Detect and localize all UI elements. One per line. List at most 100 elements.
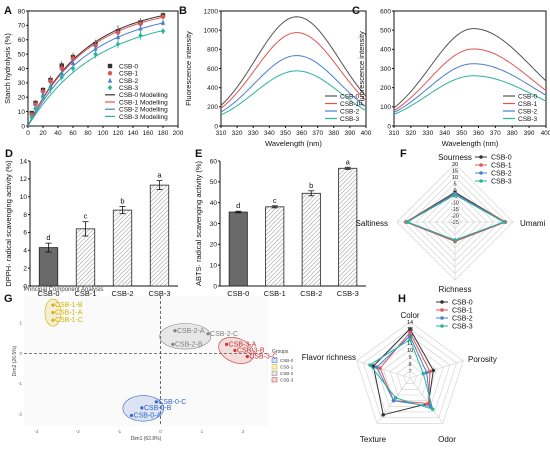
y-tick-label: -1 xyxy=(18,381,22,386)
grid-ring xyxy=(383,349,437,401)
pca-point xyxy=(245,354,249,359)
legend-label: CSB-1 xyxy=(280,365,294,370)
confidence-ellipse xyxy=(159,323,212,350)
series-polygon xyxy=(372,328,434,416)
legend-swatch xyxy=(271,357,278,363)
legend-label: CSB-2 xyxy=(119,78,139,85)
panel-b: 310 320 330 340 350 360 370 380 390 400 0 200 400 600… xyxy=(184,8,372,148)
bar xyxy=(112,209,133,287)
y-tick-label: 40 xyxy=(18,66,26,73)
panel-g: Principal Component Analysis -3 -2 -1 0 1 2 -2 -… xyxy=(12,287,294,442)
y-tick-label: 800 xyxy=(207,47,218,54)
y-tick-label: 6 xyxy=(23,230,27,237)
x-tick-label: 390 xyxy=(524,130,535,137)
spoke xyxy=(356,360,411,379)
legend-label: CSB-2 xyxy=(280,371,294,376)
legend-label: CSB-0 Modelling xyxy=(119,92,168,99)
y-tick-label: 50 xyxy=(18,51,26,58)
legend-swatch xyxy=(271,370,278,376)
panel-label-d: D xyxy=(5,148,13,160)
x-tick-label: 60 xyxy=(69,130,77,137)
significance-letter: a xyxy=(157,171,162,180)
x-tick-label: -2 xyxy=(76,429,80,434)
pca-point xyxy=(51,311,55,315)
pca-point xyxy=(173,329,177,333)
axis-label: Richness xyxy=(439,285,472,294)
legend-marker xyxy=(440,300,444,304)
axis-label: Sourness xyxy=(438,153,472,162)
point-label: CSB-2-B xyxy=(175,341,203,348)
x-axis-label: Wavelength (nm) xyxy=(442,139,499,148)
legend-label: CSB-1 Modelling xyxy=(119,99,168,106)
legend-title: Groups xyxy=(272,349,289,355)
bar xyxy=(338,167,358,287)
grid-ring xyxy=(396,363,424,390)
y-tick-label: 0 xyxy=(21,123,25,130)
spectrum-line xyxy=(220,55,367,113)
series-point xyxy=(453,238,457,242)
y-tick-label: 20 xyxy=(210,242,218,249)
pca-point xyxy=(51,318,55,322)
x-tick-label: 360 xyxy=(296,130,307,137)
x-tick-label: 400 xyxy=(541,130,550,137)
axis-label: Odor xyxy=(438,435,456,444)
y-tick-label: 8 xyxy=(23,212,27,219)
y-tick-label: 40 xyxy=(210,200,218,207)
legend-label: CSB-3 xyxy=(452,323,473,330)
x-tick-label: CSB-3 xyxy=(148,289,170,298)
chart-title: Principal Component Analysis xyxy=(24,287,103,293)
series-point xyxy=(426,401,431,406)
data-point xyxy=(40,91,46,97)
bar xyxy=(228,211,248,287)
y-tick-label: 70 xyxy=(18,23,26,30)
pca-point xyxy=(154,400,158,404)
y-tick-label: 200 xyxy=(380,85,391,92)
data-point xyxy=(59,74,64,80)
y-tick-label: 30 xyxy=(18,80,26,87)
x-tick-label: 40 xyxy=(54,130,62,137)
axis-label: Flavor richness xyxy=(302,353,356,362)
axis-label: Saltiness xyxy=(356,219,388,228)
panel-e: 0 10 20 30 40 50 60 ABTS· radical scavenging ac… xyxy=(194,157,366,298)
y-tick-label: 1000 xyxy=(204,27,219,34)
x-tick-label: 2 xyxy=(242,429,245,434)
spectrum-line xyxy=(393,28,547,109)
legend-label: CSB-1 xyxy=(491,162,512,169)
legend-marker xyxy=(479,163,483,167)
legend-marker xyxy=(107,77,113,83)
y-axis-label: DPPH· radical scavenging activity (%) xyxy=(4,160,13,287)
axis-label: Umami xyxy=(520,219,546,228)
panel-label-h: H xyxy=(398,293,406,305)
legend-label: CSB-3 xyxy=(340,116,360,123)
spectrum-line xyxy=(393,75,547,115)
y-axis-label: Dim2 (26.5%) xyxy=(12,345,18,376)
x-tick-label: 350 xyxy=(280,130,291,137)
grid-ring xyxy=(363,328,457,418)
series-point xyxy=(502,220,506,224)
x-tick-label: 180 xyxy=(158,130,169,137)
series-point xyxy=(381,413,386,417)
point-label: CSB-0-A xyxy=(134,412,162,419)
y-tick-label: 0 xyxy=(19,351,22,356)
data-point xyxy=(115,34,121,40)
x-tick-label: 1 xyxy=(201,429,204,434)
spectrum-line xyxy=(220,32,367,109)
series-point xyxy=(428,369,432,374)
series-point xyxy=(421,371,426,376)
series-point xyxy=(378,366,382,371)
pca-point xyxy=(51,303,55,307)
x-tick-label: CSB-1 xyxy=(74,289,96,298)
point-label: CSB-0-B xyxy=(144,405,172,412)
significance-letter: c xyxy=(273,196,277,205)
y-axis-label: Starch hydrolysis (%) xyxy=(3,33,12,104)
y-tick-label: 12 xyxy=(20,176,28,183)
point-label: CSB-3-B xyxy=(237,347,265,354)
spoke xyxy=(409,360,464,379)
y-tick-label: 2 xyxy=(23,265,27,272)
data-point xyxy=(70,65,76,72)
series-point xyxy=(430,407,435,411)
y-tick-label: 20 xyxy=(18,95,26,102)
legend-swatch xyxy=(271,364,278,370)
y-tick-label: 80 xyxy=(18,8,26,15)
